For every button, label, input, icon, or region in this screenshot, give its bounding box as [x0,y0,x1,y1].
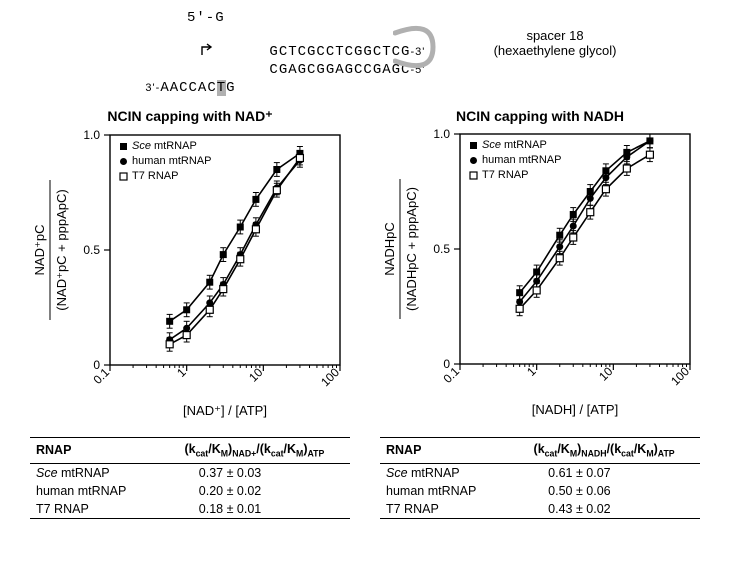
rnap-name: T7 RNAP [380,500,508,519]
kcat-value: 0.37 ± 0.03 [159,463,350,482]
table-left: RNAP (kcat/KM)NAD+/(kcat/KM)ATP Sce mtRN… [30,437,350,519]
sequence-diagram: 5'-G GCTCGCCTCGGCTCG-3' CGAGCGGAGCCGAGC-… [65,10,665,100]
svg-text:NADHpC: NADHpC [382,222,397,275]
svg-text:0.5: 0.5 [83,243,100,257]
table-right: RNAP (kcat/KM)NADH/(kcat/KM)ATP Sce mtRN… [380,437,700,519]
spacer-label: spacer 18 (hexaethylene glycol) [465,28,645,58]
chart-left-svg: 00.51.00.1110100NAD⁺pC(NAD⁺pC + pppApC)[… [30,127,350,427]
chart-right-title: NCIN capping with NADH [380,108,700,124]
kcat-value: 0.20 ± 0.02 [159,482,350,500]
kcat-value: 0.50 ± 0.06 [508,482,700,500]
highlighted-base: T [217,80,226,96]
svg-text:100: 100 [668,364,692,388]
svg-text:100: 100 [318,365,342,389]
rnap-name: human mtRNAP [380,482,508,500]
svg-text:Sce mtRNAP: Sce mtRNAP [482,139,547,151]
chart-right: NCIN capping with NADH 00.51.00.1110100N… [380,108,700,427]
chart-left: NCIN capping with NAD⁺ 00.51.00.1110100N… [30,108,350,427]
svg-text:human mtRNAP: human mtRNAP [132,155,211,167]
left-primer-suffix: G [226,80,235,96]
svg-text:Sce mtRNAP: Sce mtRNAP [132,140,197,152]
table-left-h1: RNAP [30,438,159,464]
svg-text:0.5: 0.5 [433,242,450,256]
rnap-name: Sce mtRNAP [380,463,508,482]
left-primer: 3'-AACCACTG [89,64,236,112]
svg-text:[NADH] / [ATP]: [NADH] / [ATP] [532,402,618,417]
spacer-label-1: spacer 18 [465,28,645,43]
svg-text:(NAD⁺pC + pppApC): (NAD⁺pC + pppApC) [54,189,69,310]
svg-text:NAD⁺pC: NAD⁺pC [32,225,47,276]
kcat-value: 0.18 ± 0.01 [159,500,350,519]
five-prime-g: 5'-G [187,10,225,26]
figure: 5'-G GCTCGCCTCGGCTCG-3' CGAGCGGAGCCGAGC-… [10,10,720,519]
tss-arrow-icon [199,42,215,61]
rnap-name: human mtRNAP [30,482,159,500]
charts-row: NCIN capping with NAD⁺ 00.51.00.1110100N… [10,108,720,427]
table-left-h2: (kcat/KM)NAD+/(kcat/KM)ATP [159,438,350,464]
spacer-loop-icon [393,25,443,74]
svg-text:[NAD⁺] / [ATP]: [NAD⁺] / [ATP] [183,403,267,418]
kcat-value: 0.61 ± 0.07 [508,463,700,482]
table-row: T7 RNAP0.43 ± 0.02 [380,500,700,519]
table-right-h2: (kcat/KM)NADH/(kcat/KM)ATP [508,438,700,464]
chart-right-svg: 00.51.00.1110100NADHpC(NADHpC + pppApC)[… [380,126,700,426]
table-row: T7 RNAP0.18 ± 0.01 [30,500,350,519]
table-row: human mtRNAP0.50 ± 0.06 [380,482,700,500]
svg-text:T7 RNAP: T7 RNAP [132,170,178,182]
svg-text:T7 RNAP: T7 RNAP [482,169,528,181]
spacer-label-2: (hexaethylene glycol) [465,43,645,58]
bottom-strand-seq: CGAGCGGAGCCGAGC [269,62,410,78]
kcat-value: 0.43 ± 0.02 [508,500,700,519]
rnap-name: T7 RNAP [30,500,159,519]
svg-text:human mtRNAP: human mtRNAP [482,154,561,166]
table-row: human mtRNAP0.20 ± 0.02 [30,482,350,500]
table-row: Sce mtRNAP0.61 ± 0.07 [380,463,700,482]
left-primer-seq: AACCAC [160,80,216,96]
table-right-h1: RNAP [380,438,508,464]
svg-text:1.0: 1.0 [433,127,450,141]
rnap-name: Sce mtRNAP [30,463,159,482]
three-prime-label: 3'- [145,82,160,94]
svg-text:1.0: 1.0 [83,128,100,142]
table-row: Sce mtRNAP0.37 ± 0.03 [30,463,350,482]
svg-text:(NADHpC + pppApC): (NADHpC + pppApC) [404,187,419,311]
tables-row: RNAP (kcat/KM)NAD+/(kcat/KM)ATP Sce mtRN… [10,437,720,519]
